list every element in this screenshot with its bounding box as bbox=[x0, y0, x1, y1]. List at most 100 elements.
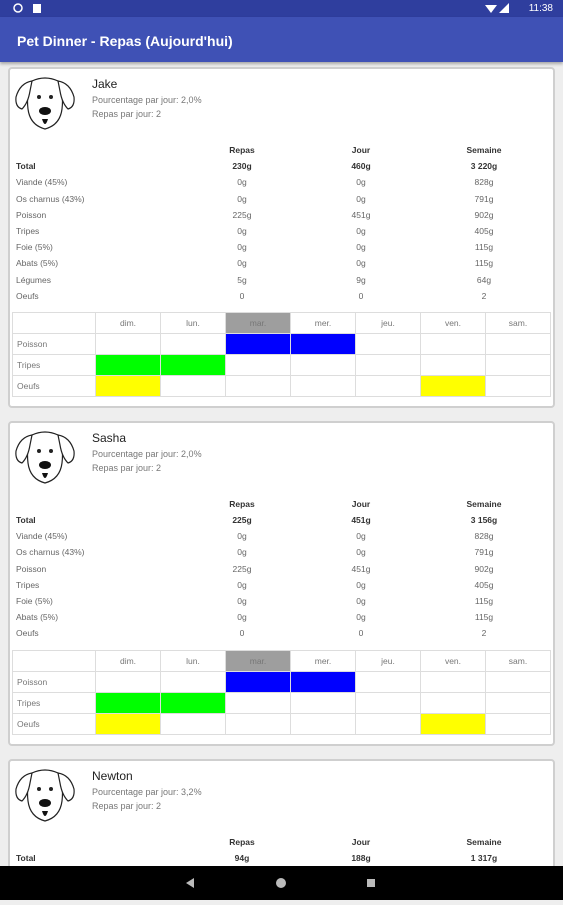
cell-value: 0g bbox=[356, 579, 366, 590]
day-header: lun. bbox=[160, 649, 226, 672]
ration-table: Repas Jour Semaine Total 230g 460g 3 220g Viand… bbox=[10, 69, 553, 303]
schedule-cell bbox=[485, 712, 551, 735]
tongue bbox=[42, 810, 48, 816]
head bbox=[26, 431, 64, 484]
column-header: Repas bbox=[229, 498, 255, 509]
wifi-icon bbox=[485, 5, 497, 13]
row-label: Oeufs bbox=[16, 628, 39, 639]
cell-value: 225g bbox=[232, 209, 252, 220]
food-label: Tripes bbox=[12, 691, 96, 714]
cell-value: 115g bbox=[474, 242, 494, 253]
grid-header: dim. lun. mar. mer. jeu. ven. sam. bbox=[12, 649, 551, 672]
day-header: mer. bbox=[290, 311, 356, 334]
cell-value: 0g bbox=[237, 531, 247, 542]
back-button[interactable] bbox=[186, 878, 194, 888]
row-label: Oeufs bbox=[16, 290, 39, 301]
table-row: Abats (5%) 0g 0g 115g bbox=[10, 608, 553, 624]
pet-avatar bbox=[15, 77, 75, 130]
table-row: Poisson 225g 451g 902g bbox=[10, 206, 553, 222]
pet-meals: Repas par jour: 2 bbox=[92, 109, 162, 119]
column-header: Repas bbox=[229, 145, 255, 155]
pet-meals: Repas par jour: 2 bbox=[92, 462, 162, 473]
grid-header: dim. lun. mar. mer. jeu. ven. sam. bbox=[12, 311, 551, 334]
schedule-cell bbox=[290, 691, 356, 714]
head bbox=[26, 768, 64, 822]
schedule-row: Poisson bbox=[12, 332, 551, 355]
cell-value: 3 220g bbox=[470, 161, 498, 172]
cell-value: 2 bbox=[481, 628, 487, 639]
food-label: Oeufs bbox=[12, 712, 96, 735]
home-button[interactable] bbox=[276, 878, 286, 888]
pet-meals: Repas par jour: 2 bbox=[92, 800, 162, 811]
cell-value: 3 156g bbox=[470, 515, 498, 526]
schedule-cell bbox=[160, 353, 226, 376]
schedule-cell bbox=[485, 332, 551, 355]
app-title: Pet Dinner - Repas (Aujourd'hui) bbox=[17, 33, 233, 49]
ear bbox=[15, 771, 33, 802]
schedule-cell bbox=[95, 691, 161, 714]
schedule-cell bbox=[160, 691, 226, 714]
pet-percentage: Pourcentage par jour: 2,0% bbox=[92, 95, 202, 105]
pet-avatar bbox=[15, 768, 75, 822]
cell-value: 5g bbox=[237, 274, 247, 285]
column-header: Jour bbox=[351, 498, 371, 509]
cell-icon bbox=[499, 3, 509, 13]
cell-value: 0g bbox=[237, 193, 247, 204]
cell-value: 0g bbox=[237, 225, 247, 236]
schedule-cell bbox=[290, 353, 356, 376]
column-header: Jour bbox=[351, 145, 371, 155]
pet-card: Jake Pourcentage par jour: 2,0% Repas par … bbox=[8, 67, 555, 408]
food-label: Oeufs bbox=[12, 374, 96, 397]
pet-avatar bbox=[15, 431, 75, 484]
table-row: Total 225g 451g 3 156g bbox=[10, 511, 553, 527]
cell-value: 230g bbox=[232, 161, 252, 172]
pet-name: Sasha bbox=[92, 430, 127, 445]
row-label: Légumes bbox=[16, 274, 51, 285]
table-row: Total 230g 460g 3 220g bbox=[10, 157, 553, 173]
day-header: jeu. bbox=[355, 649, 421, 672]
table-row: Os charnus (43%) 0g 0g 791g bbox=[10, 190, 553, 206]
schedule-cell bbox=[290, 670, 356, 693]
cell-value: 0g bbox=[356, 547, 366, 558]
schedule-cell bbox=[355, 670, 421, 693]
eye bbox=[49, 95, 53, 99]
cell-value: 225g bbox=[232, 563, 252, 574]
eye bbox=[49, 448, 53, 453]
eye bbox=[37, 95, 41, 99]
table-row: Oeufs 0 0 2 bbox=[10, 287, 553, 303]
table-row: Tripes 0g 0g 405g bbox=[10, 576, 553, 592]
eye bbox=[49, 786, 53, 791]
cell-value: 791g bbox=[474, 547, 494, 558]
row-label: Os charnus (43%) bbox=[16, 547, 85, 558]
schedule-cell bbox=[95, 670, 161, 693]
pet-percentage: Pourcentage par jour: 2,0% bbox=[92, 448, 202, 459]
nav-icons bbox=[186, 878, 375, 888]
ear bbox=[15, 80, 33, 110]
nav-bar bbox=[0, 866, 563, 900]
corner bbox=[12, 649, 96, 672]
day-header: dim. bbox=[95, 649, 161, 672]
ear bbox=[57, 80, 75, 110]
schedule-grid: dim. lun. mar. mer. jeu. ven. sam. Poisson Tripe… bbox=[12, 649, 551, 735]
cell-value: 0g bbox=[356, 193, 366, 204]
pet-list: Jake Pourcentage par jour: 2,0% Repas par … bbox=[0, 62, 563, 866]
cell-value: 2 bbox=[481, 290, 487, 301]
food-label: Tripes bbox=[12, 353, 96, 376]
row-label: Total bbox=[16, 515, 36, 526]
schedule-cell bbox=[290, 374, 356, 397]
cell-value: 451g bbox=[351, 209, 371, 220]
grid-body: dim. lun. mar. mer. jeu. ven. sam. Poisson Tripe… bbox=[12, 649, 551, 735]
cell-value: 188g bbox=[351, 852, 371, 863]
pet-name: Newton bbox=[92, 768, 133, 783]
row-label: Tripes bbox=[16, 579, 40, 590]
cell-value: 405g bbox=[474, 579, 494, 590]
table-row: Tripes 0g 0g 405g bbox=[10, 222, 553, 238]
table-row: Abats (5%) 0g 0g 115g bbox=[10, 254, 553, 270]
table-row: Total 94g 188g 1 317g bbox=[10, 849, 553, 865]
recents-button[interactable] bbox=[367, 879, 375, 887]
tongue bbox=[42, 119, 48, 124]
schedule-cell bbox=[355, 353, 421, 376]
row-label: Viande (45%) bbox=[16, 177, 68, 188]
cell-value: 451g bbox=[351, 515, 371, 526]
